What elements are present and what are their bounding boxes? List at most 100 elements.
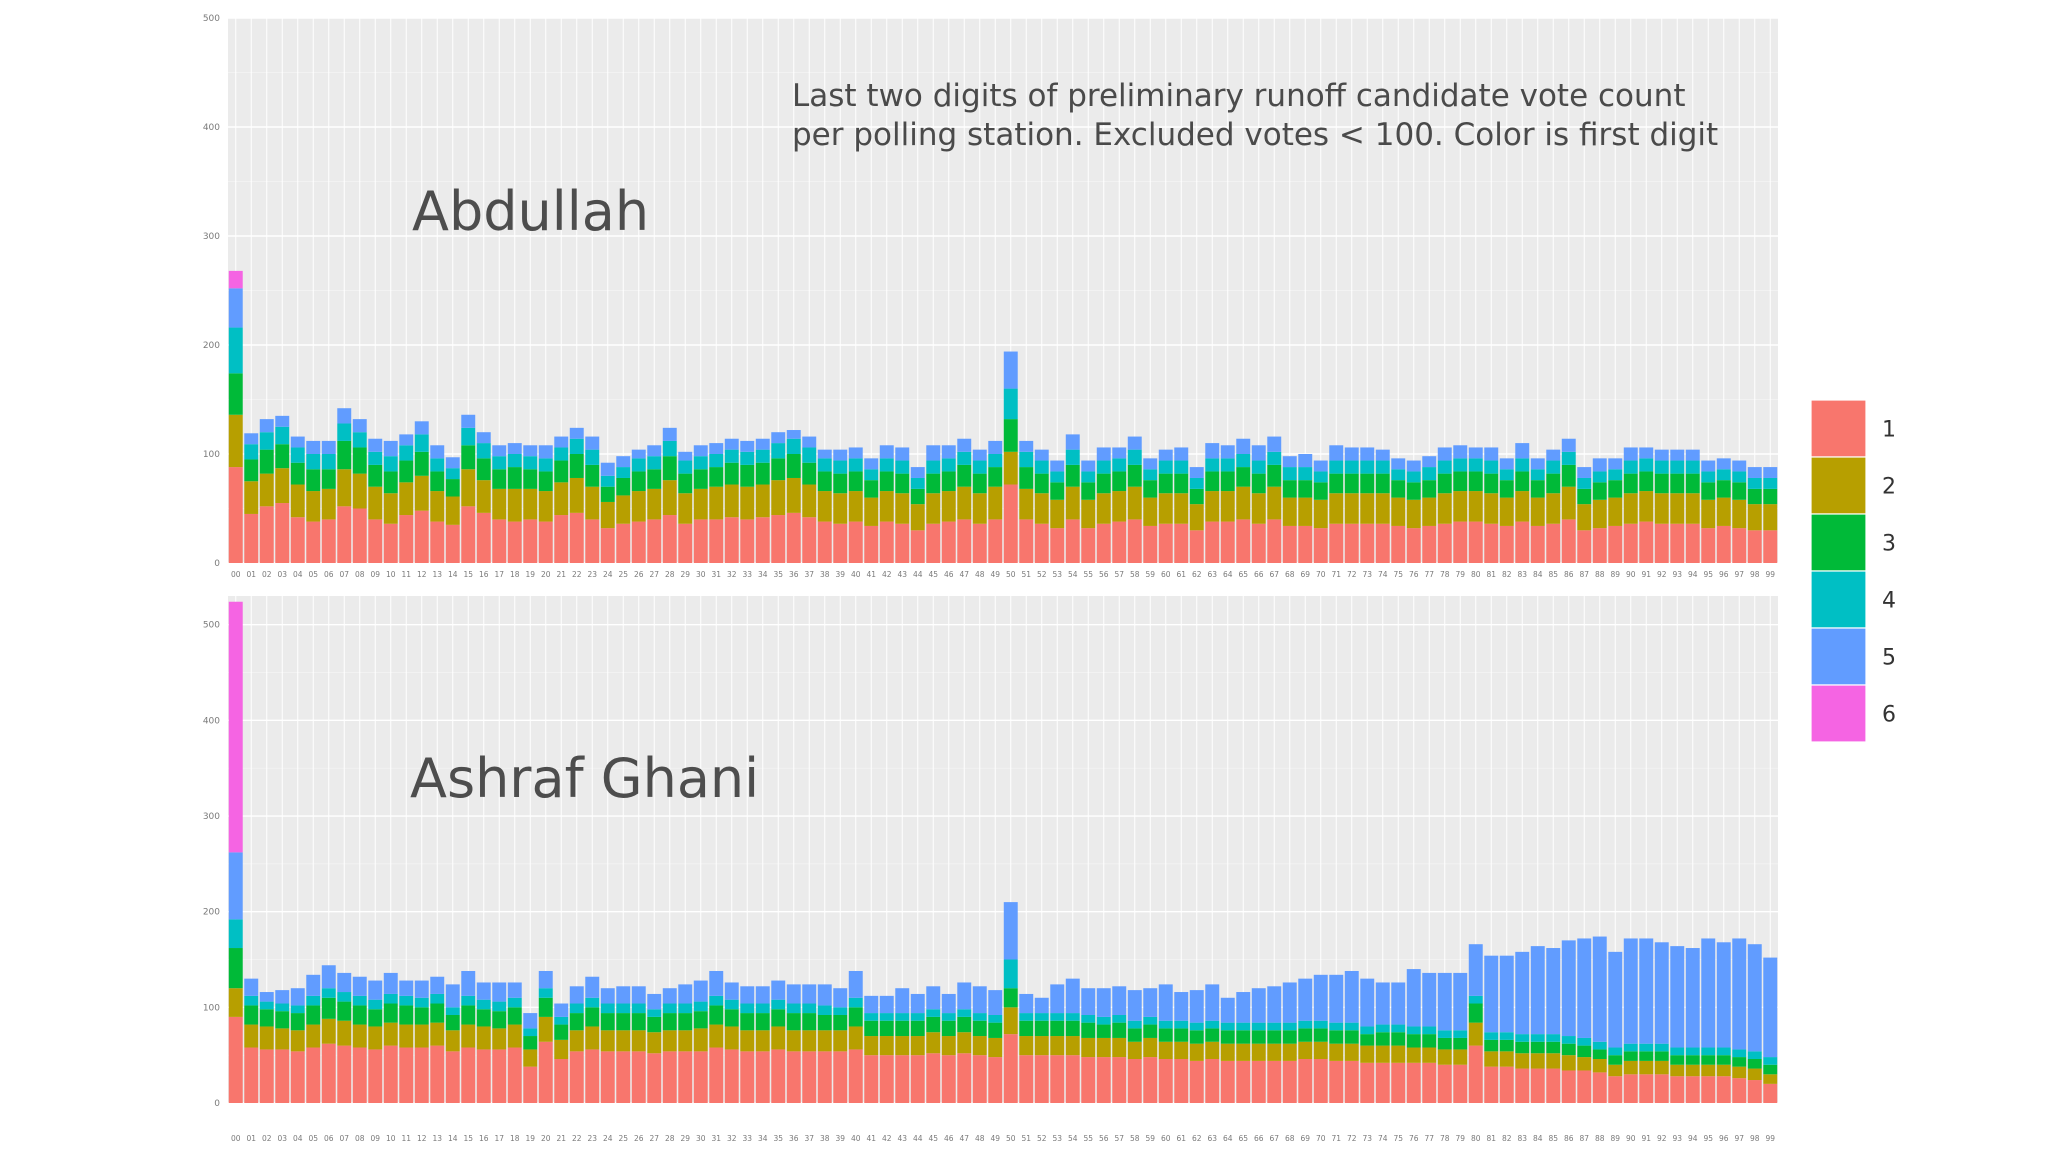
bar-segment-digit-1: [1174, 523, 1189, 563]
legend-label: 4: [1882, 589, 1896, 614]
bar-segment-digit-4: [1236, 1022, 1251, 1031]
bar-segment-digit-5: [399, 980, 414, 996]
x-tick-label: 57: [1114, 1134, 1124, 1143]
bar-segment-digit-5: [321, 965, 336, 989]
bar-segment-digit-3: [1499, 480, 1514, 498]
bar-segment-digit-1: [1701, 528, 1716, 563]
bar-segment-digit-5: [662, 988, 677, 1004]
x-tick-label: 93: [1672, 570, 1682, 579]
bar-segment-digit-1: [817, 521, 832, 563]
bar-segment-digit-4: [1267, 451, 1282, 465]
bar-segment-digit-2: [786, 477, 801, 513]
bar-segment-digit-2: [1484, 493, 1499, 524]
x-tick-label: 03: [277, 1134, 287, 1143]
bar-segment-digit-1: [1592, 1072, 1607, 1103]
bar-segment-digit-2: [1050, 1036, 1065, 1056]
bar-segment-digit-3: [988, 1022, 1003, 1038]
bar-segment-digit-4: [430, 993, 445, 1004]
bar-segment-digit-5: [662, 427, 677, 441]
bar-segment-digit-4: [1608, 1047, 1623, 1056]
bar-segment-digit-1: [616, 523, 631, 563]
bar-segment-digit-1: [941, 521, 956, 563]
y-tick-label: 200: [203, 908, 220, 918]
bar-segment-digit-2: [1685, 1064, 1700, 1077]
bar-segment-digit-2: [879, 491, 894, 522]
bar-segment-digit-5: [585, 976, 600, 998]
bar-segment-digit-1: [1468, 1045, 1483, 1103]
panel-background: [228, 596, 1778, 1103]
x-tick-label: 39: [835, 1134, 845, 1143]
bar-segment-digit-4: [1716, 1047, 1731, 1056]
x-tick-label: 44: [913, 1134, 923, 1143]
bar-segment-digit-5: [259, 992, 274, 1002]
x-tick-label: 60: [1161, 570, 1171, 579]
bar-segment-digit-2: [662, 480, 677, 516]
bar-segment-digit-3: [1081, 1022, 1096, 1038]
bar-segment-digit-5: [1220, 445, 1235, 459]
bar-segment-digit-3: [926, 1016, 941, 1033]
bar-segment-digit-1: [538, 521, 553, 563]
bar-segment-digit-5: [926, 445, 941, 461]
bar-segment-digit-5: [1313, 460, 1328, 472]
bar-segment-digit-3: [554, 1024, 569, 1040]
bar-segment-digit-1: [569, 1051, 584, 1103]
bar-segment-digit-5: [1127, 990, 1142, 1021]
bar-segment-digit-5: [1670, 946, 1685, 1048]
bar-segment-digit-5: [275, 415, 290, 427]
bar-segment-digit-1: [864, 1055, 879, 1103]
bar-segment-digit-3: [1282, 1030, 1297, 1044]
bar-segment-digit-5: [631, 986, 646, 1004]
x-tick-label: 50: [1006, 570, 1016, 579]
bar-segment-digit-2: [244, 481, 259, 514]
x-tick-label: 35: [773, 570, 783, 579]
bar-segment-digit-3: [507, 1007, 522, 1025]
x-tick-label: 69: [1300, 570, 1310, 579]
bar-segment-digit-2: [554, 482, 569, 516]
bar-segment-digit-2: [228, 988, 243, 1017]
bar-segment-digit-4: [817, 1005, 832, 1015]
bar-segment-digit-5: [1096, 447, 1111, 461]
bar-segment-digit-3: [244, 459, 259, 482]
x-tick-label: 09: [370, 1134, 380, 1143]
legend-entry: 5: [1810, 627, 1896, 686]
bar-segment-digit-3: [430, 471, 445, 492]
bar-segment-digit-1: [1499, 525, 1514, 563]
bar-segment-digit-5: [1174, 992, 1189, 1021]
bar-segment-digit-3: [445, 479, 460, 497]
bar-segment-digit-4: [1530, 1034, 1545, 1042]
bar-segment-digit-5: [879, 445, 894, 459]
bar-segment-digit-5: [631, 449, 646, 459]
bar-segment-digit-1: [290, 1051, 305, 1103]
bar-segment-digit-5: [1577, 467, 1592, 478]
bar-segment-digit-2: [647, 488, 662, 520]
bar-segment-digit-2: [1329, 1043, 1344, 1061]
bar-segment-digit-3: [1329, 1030, 1344, 1044]
bar-segment-digit-2: [1143, 497, 1158, 526]
bar-segment-digit-1: [1267, 1060, 1282, 1103]
bar-segment-digit-3: [662, 456, 677, 481]
bar-segment-digit-5: [1375, 982, 1390, 1025]
bar-segment-digit-2: [1391, 1045, 1406, 1063]
bar-segment-digit-5: [1546, 948, 1561, 1035]
bar-segment-digit-2: [492, 488, 507, 520]
bar-segment-digit-4: [755, 449, 770, 463]
bar-segment-digit-3: [352, 447, 367, 474]
bar-segment-digit-5: [1406, 969, 1421, 1027]
bar-segment-digit-4: [492, 456, 507, 470]
bar-segment-digit-1: [1236, 519, 1251, 563]
bar-segment-digit-1: [755, 1051, 770, 1103]
bar-segment-digit-4: [1158, 460, 1173, 474]
bar-segment-digit-3: [864, 1020, 879, 1037]
x-tick-label: 43: [897, 1134, 907, 1143]
bar-segment-digit-3: [616, 477, 631, 496]
bar-segment-digit-5: [709, 970, 724, 996]
bar-segment-digit-3: [647, 469, 662, 489]
bar-segment-digit-5: [1174, 447, 1189, 461]
bar-segment-digit-4: [585, 449, 600, 465]
bar-segment-digit-4: [941, 1013, 956, 1021]
x-tick-label: 38: [820, 570, 830, 579]
bar-segment-digit-1: [647, 519, 662, 563]
bar-segment-digit-1: [1685, 523, 1700, 563]
bar-segment-digit-2: [383, 493, 398, 524]
bar-segment-digit-4: [1763, 1057, 1778, 1065]
